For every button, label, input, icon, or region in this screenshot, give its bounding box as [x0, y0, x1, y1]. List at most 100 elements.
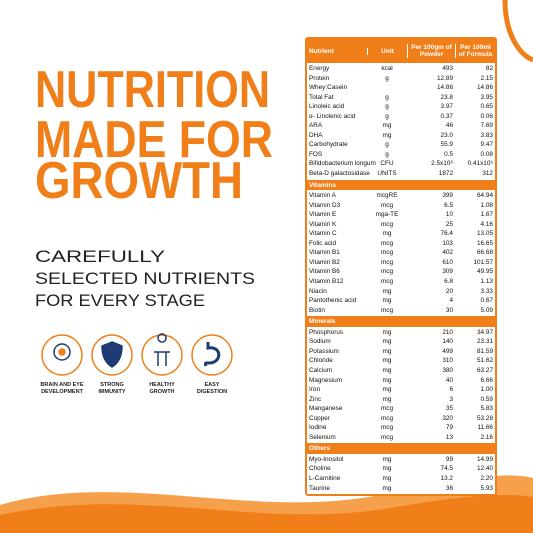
header-cell: Unit: [367, 47, 407, 55]
cell: 11.66: [477, 424, 493, 432]
cell: mg: [382, 395, 392, 403]
header-cell: Nutrient: [309, 47, 334, 55]
cell: 380: [442, 366, 453, 374]
cell: g: [385, 103, 389, 111]
table-row: Chloride mg 310 51.62: [307, 356, 495, 366]
table-row: Copper mcg 320 53.28: [307, 414, 495, 424]
cell: 20: [445, 287, 453, 295]
cell: mg: [382, 131, 392, 139]
cell: Copper: [309, 414, 330, 422]
table-row: Iodine mcg 79 11.66: [307, 423, 495, 433]
table-row: ARA mg 46 7.69: [307, 121, 495, 131]
table-row: Vitamin B12 mcg 6.8 1.13: [307, 277, 495, 287]
cell: 6.66: [480, 376, 493, 384]
cell: UNITS: [377, 170, 397, 178]
cell: Potassium: [309, 347, 339, 355]
cell: 3.95: [480, 93, 493, 101]
feature-icons: [41, 333, 233, 376]
table-row: Sodium mg 140 23.31: [307, 337, 495, 347]
cell: mg: [382, 455, 392, 463]
cell: 5.93: [480, 484, 493, 492]
table-row: Vitamin K mcg 25 4.16: [307, 220, 495, 230]
cell: Linoleic acid: [309, 103, 345, 111]
arc: [502, 0, 533, 63]
cell: g: [385, 93, 389, 101]
cell: Vitamin C: [309, 230, 337, 238]
table-row: L-Carnitine mg 13.2 2.20: [307, 474, 495, 484]
cell: 99: [445, 455, 453, 463]
cell: Protein: [309, 74, 330, 82]
cell: 35: [445, 405, 453, 413]
icon-circle: [91, 334, 133, 376]
cell: 64.94: [477, 192, 493, 200]
cell: 0.59: [480, 395, 493, 403]
feature-label: DEVELOPMENT: [41, 389, 84, 395]
cell: 53.28: [477, 414, 493, 422]
cell: Beta-D galactosidase: [309, 170, 370, 178]
cell: Vitamin B12: [309, 278, 344, 286]
table-row: Manganese mcg 35 5.83: [307, 404, 495, 414]
table-row: Total Fat g 23.8 3.95: [307, 93, 495, 103]
cell: ARA: [309, 122, 323, 130]
headline: NUTRITION MADE FOR GROWTH: [35, 61, 273, 210]
cell: Myo-Inositol: [309, 455, 344, 463]
icon-shield: [101, 341, 123, 368]
cell: 2.5x10⁶: [431, 160, 453, 168]
cell: Taurine: [309, 484, 330, 492]
cell: 2.15: [480, 74, 493, 82]
cell: 1.00: [480, 386, 493, 394]
feature-labels: BRAIN AND EYE DEVELOPMENT STRONG IMMUNIT…: [40, 382, 227, 395]
cell: 66.68: [477, 249, 493, 257]
cell: 23.31: [477, 338, 493, 346]
cell: Biotin: [309, 306, 325, 314]
cell: 310: [442, 357, 453, 365]
cell: Whey:Casein: [309, 84, 348, 92]
cell: mg: [382, 484, 392, 492]
icon-eye: [58, 348, 66, 356]
cell: 81.59: [477, 347, 493, 355]
cell: 4.16: [480, 220, 493, 228]
cell: 12.89: [437, 74, 453, 82]
table-row: Bifidobacterium longum CFU 2.5x10⁶ 0.41x10⁶: [307, 159, 495, 169]
cell: mcg: [380, 258, 394, 266]
cell: 610: [442, 258, 453, 266]
subheading-line: CAREFULLY: [35, 247, 165, 266]
cell: 1.67: [480, 211, 493, 219]
table-row: Vitamin A mcgRE 399 64.94: [307, 191, 495, 201]
cell: 5.09: [480, 306, 493, 314]
icon-brain: [53, 343, 71, 361]
icon-circle: [41, 334, 83, 376]
cell: Niacin: [309, 287, 327, 295]
cell: 0.37: [440, 112, 453, 120]
cell: [367, 83, 407, 93]
cell: 1.08: [480, 201, 493, 209]
cell: Vitamin A: [309, 192, 336, 200]
table-row: Vitamin D3 mcg 6.5 1.08: [307, 201, 495, 211]
cell: g: [385, 112, 389, 120]
cell: 3.83: [480, 131, 493, 139]
cell: 103: [442, 239, 453, 247]
table-row: Vitamin B2 mcg 610 101.57: [307, 258, 495, 268]
cell: mg: [382, 386, 392, 394]
table-row: Biotin mcg 30 5.09: [307, 306, 495, 316]
cell: mcg: [380, 201, 394, 209]
cell: Zinc: [309, 395, 322, 403]
table-row: Vitamin B6 mcg 309 49.95: [307, 267, 495, 277]
table-group: Phosphorus mg 210 34.97 Sodium mg 140 23.31 Pota…: [307, 327, 495, 445]
cell: 210: [442, 328, 453, 336]
cell: 5.83: [480, 405, 493, 413]
cell: mcg: [380, 306, 394, 314]
cell: Total Fat: [309, 93, 334, 101]
cell: 55.9: [440, 141, 453, 149]
cell: L-Carnitine: [309, 474, 341, 482]
cell: 402: [442, 249, 453, 257]
cell: α- Linolenic acid: [309, 112, 356, 120]
cell: 1.13: [480, 278, 493, 286]
cell: Chloride: [309, 357, 333, 365]
cell: Manganese: [309, 405, 343, 413]
cell: CFU: [380, 160, 394, 168]
cell: 76.4: [440, 230, 453, 238]
cell: 82: [485, 65, 493, 72]
cell: 1872: [438, 170, 453, 178]
